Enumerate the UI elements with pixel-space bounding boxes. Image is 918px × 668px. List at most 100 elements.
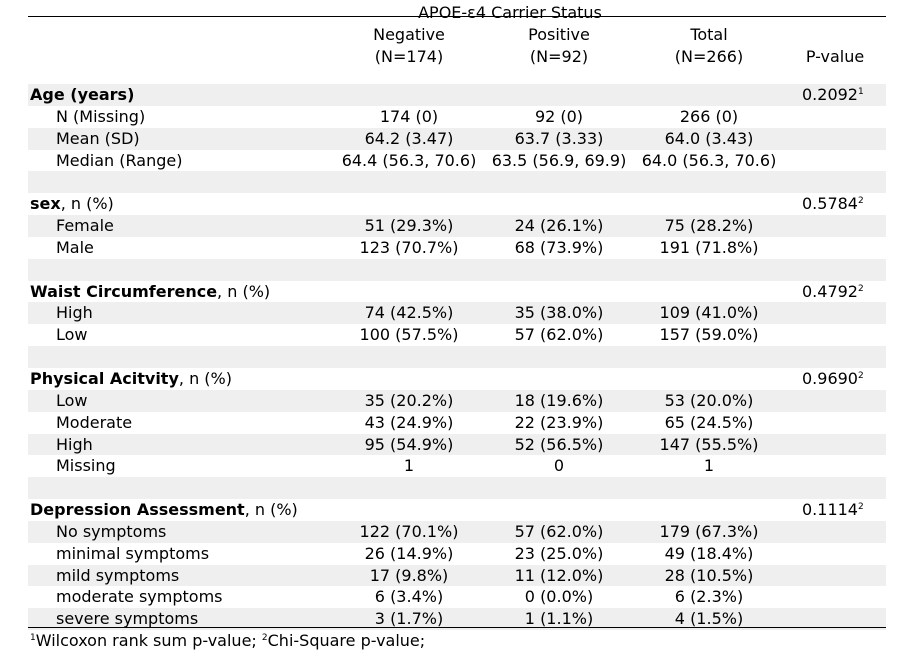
- section-stat-type: , n (%): [217, 281, 271, 301]
- value-cell: 63.5 (56.9, 69.9): [491, 150, 627, 170]
- table-bottom-rule: [28, 627, 886, 628]
- empty-cell: [784, 302, 886, 325]
- empty-cell: [784, 455, 886, 477]
- spanning-header: APOE-ε4 Carrier Status: [418, 3, 602, 22]
- value-cell: 64.0 (3.43): [634, 127, 784, 150]
- pvalue-cell: 0.47922: [784, 281, 886, 303]
- section-header-row: Depression Assessment, n (%) 0.11142: [28, 499, 886, 521]
- pvalue-cell: 0.57842: [784, 193, 886, 215]
- value-cell: 75 (28.2%): [634, 215, 784, 237]
- empty-cell: [784, 543, 886, 565]
- empty-cell: [784, 412, 886, 434]
- spacer-row: [28, 346, 886, 368]
- empty-cell: [334, 281, 484, 303]
- row-label: severe symptoms: [28, 608, 334, 631]
- table-row: No symptoms 122 (70.1%) 57 (62.0%) 179 (67.…: [28, 520, 886, 543]
- col-negative-name: Negative: [373, 25, 445, 44]
- value-cell: 4 (1.5%): [634, 608, 784, 631]
- empty-cell: [784, 324, 886, 346]
- section-title: Waist Circumference: [30, 281, 218, 301]
- value-cell: 64.2 (3.47): [334, 127, 484, 150]
- empty-cell: [634, 477, 784, 500]
- empty-cell: [784, 586, 886, 608]
- col-positive-n: (N=92): [529, 47, 589, 66]
- empty-cell: [484, 368, 634, 390]
- value-cell: 11 (12.0%): [484, 564, 634, 587]
- section-label: sex, n (%): [28, 193, 334, 215]
- value-cell: 65 (24.5%): [664, 412, 754, 432]
- table-row: Mean (SD) 64.2 (3.47) 63.7 (3.33) 64.0 (3.4…: [28, 127, 886, 150]
- value-cell: 49 (18.4%): [664, 543, 754, 563]
- value-cell: 6 (3.4%): [374, 587, 444, 607]
- row-label: Female: [28, 215, 334, 237]
- section-label: Waist Circumference, n (%): [28, 281, 334, 303]
- row-label: High: [28, 433, 334, 456]
- section-stat-type: , n (%): [60, 194, 114, 214]
- empty-cell: [634, 346, 784, 368]
- empty-cell: [334, 171, 484, 194]
- empty-cell: [634, 499, 784, 521]
- row-label: No symptoms: [28, 520, 334, 543]
- section-label: Physical Acitvity, n (%): [28, 368, 334, 390]
- empty-cell: [634, 84, 784, 106]
- section-title: Physical Acitvity: [30, 368, 179, 388]
- value-cell: 0: [553, 456, 565, 476]
- empty-cell: [784, 477, 886, 500]
- value-cell: 64.4 (56.3, 70.6): [341, 150, 477, 170]
- value-cell: 123 (70.7%): [359, 237, 459, 257]
- section-header-row: Waist Circumference, n (%) 0.47922: [28, 281, 886, 303]
- row-label: minimal symptoms: [56, 543, 210, 563]
- table-row: Male 123 (70.7%) 68 (73.9%) 191 (71.8%): [28, 237, 886, 259]
- section-header-row: sex, n (%) 0.57842: [28, 193, 886, 215]
- value-cell: 95 (54.9%): [334, 433, 484, 456]
- value-cell: 26 (14.9%): [364, 543, 454, 563]
- value-cell: 1: [403, 456, 415, 476]
- value-cell: 43 (24.9%): [364, 412, 454, 432]
- table-row: Female 51 (29.3%) 24 (26.1%) 75 (28.2%): [28, 215, 886, 237]
- empty-cell: [334, 499, 484, 521]
- value-cell: 174 (0): [379, 106, 439, 126]
- pvalue-footnote-marker: 2: [857, 196, 864, 207]
- empty-cell: [634, 171, 784, 194]
- empty-cell: [784, 171, 886, 194]
- empty-cell: [28, 171, 334, 194]
- table-row: mild symptoms 17 (9.8%) 11 (12.0%) 28 (10.5…: [28, 564, 886, 587]
- section-title: sex: [30, 194, 61, 214]
- value-cell: 179 (67.3%): [634, 520, 784, 543]
- row-label: Moderate: [56, 412, 133, 432]
- value-cell: 191 (71.8%): [659, 237, 759, 257]
- pvalue: 0.5784: [802, 194, 858, 214]
- value-cell: 92 (0): [534, 106, 584, 126]
- value-cell: 1 (1.1%): [484, 608, 634, 631]
- value-cell: 64.0 (56.3, 70.6): [641, 150, 777, 170]
- section-label: Depression Assessment, n (%): [28, 499, 334, 521]
- footnote-marker-2: 2: [261, 633, 268, 643]
- pvalue-footnote-marker: 1: [857, 87, 864, 97]
- pvalue-footnote-marker: 2: [857, 370, 864, 381]
- value-cell: 28 (10.5%): [634, 564, 784, 587]
- table-footnote: 1Wilcoxon rank sum p-value; 2Chi-Square …: [30, 630, 425, 652]
- section-label: Age (years): [28, 84, 334, 106]
- section-stat-type: , n (%): [244, 500, 298, 520]
- empty-cell: [484, 499, 634, 521]
- value-cell: 24 (26.1%): [484, 215, 634, 237]
- table-row: High 74 (42.5%) 35 (38.0%) 109 (41.0%): [28, 302, 886, 325]
- spacer-row: [28, 171, 886, 194]
- pvalue: 0.2092: [802, 85, 858, 104]
- row-label: Low: [28, 389, 334, 412]
- footnote-text-1: Wilcoxon rank sum p-value;: [35, 631, 262, 650]
- empty-cell: [784, 215, 886, 237]
- value-cell: 109 (41.0%): [634, 302, 784, 325]
- empty-cell: [784, 106, 886, 128]
- table-row: N (Missing) 174 (0) 92 (0) 266 (0): [28, 106, 886, 128]
- empty-cell: [784, 237, 886, 259]
- value-cell: 74 (42.5%): [334, 302, 484, 325]
- value-cell: 17 (9.8%): [334, 564, 484, 587]
- section-title: Depression Assessment: [30, 500, 245, 520]
- table-top-rule: [28, 16, 886, 17]
- table-row: severe symptoms 3 (1.7%) 1 (1.1%) 4 (1.5%): [28, 608, 886, 631]
- empty-cell: [784, 564, 886, 587]
- table-row: Low 35 (20.2%) 18 (19.6%) 53 (20.0%): [28, 389, 886, 412]
- pvalue: 0.4792: [802, 281, 858, 301]
